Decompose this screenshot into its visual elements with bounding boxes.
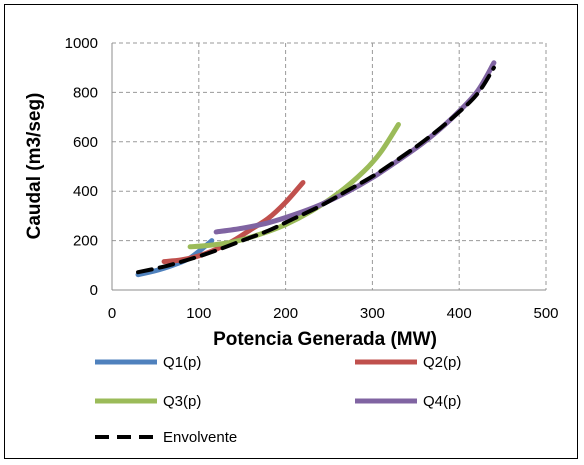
x-tick-labels: 0 100 200 300 400 500 — [108, 305, 559, 322]
legend-label-q2-p: Q2(p) — [423, 354, 461, 371]
y-tick-label: 1000 — [65, 35, 98, 52]
x-axis-title: Potencia Generada (MW) — [213, 329, 437, 350]
x-tick-label: 400 — [447, 305, 472, 322]
y-tick-labels: 0 200 400 600 800 1000 — [65, 35, 98, 299]
y-tick-label: 200 — [73, 233, 98, 250]
legend: Q1(p) Q2(p) Q3(p) Q4(p) Envolvente — [95, 354, 461, 446]
chart-frame: 0 100 200 300 400 500 0 200 400 600 800 1000 Poten… — [4, 4, 578, 459]
y-tick-label: 600 — [73, 134, 98, 151]
series-group — [135, 60, 497, 278]
plot-area — [112, 43, 546, 290]
y-axis-title: Caudal (m3/seg) — [24, 93, 45, 240]
x-tick-label: 500 — [533, 305, 558, 322]
legend-label-q3-p: Q3(p) — [163, 393, 201, 410]
x-tick-label: 0 — [108, 305, 116, 322]
x-tick-label: 300 — [360, 305, 385, 322]
x-tick-label: 200 — [273, 305, 298, 322]
y-tick-label: 800 — [73, 84, 98, 101]
grid — [111, 42, 547, 291]
legend-label-envolvente: Envolvente — [163, 429, 237, 446]
y-tick-label: 400 — [73, 183, 98, 200]
legend-label-q4-p: Q4(p) — [423, 393, 461, 410]
x-tick-label: 100 — [186, 305, 211, 322]
series-line-q3-p — [187, 122, 401, 250]
chart-svg: 0 100 200 300 400 500 0 200 400 600 800 1000 Poten… — [24, 35, 559, 446]
y-tick-label: 0 — [90, 282, 98, 299]
legend-label-q1-p: Q1(p) — [163, 354, 201, 371]
series-line-envolvente — [136, 65, 496, 275]
